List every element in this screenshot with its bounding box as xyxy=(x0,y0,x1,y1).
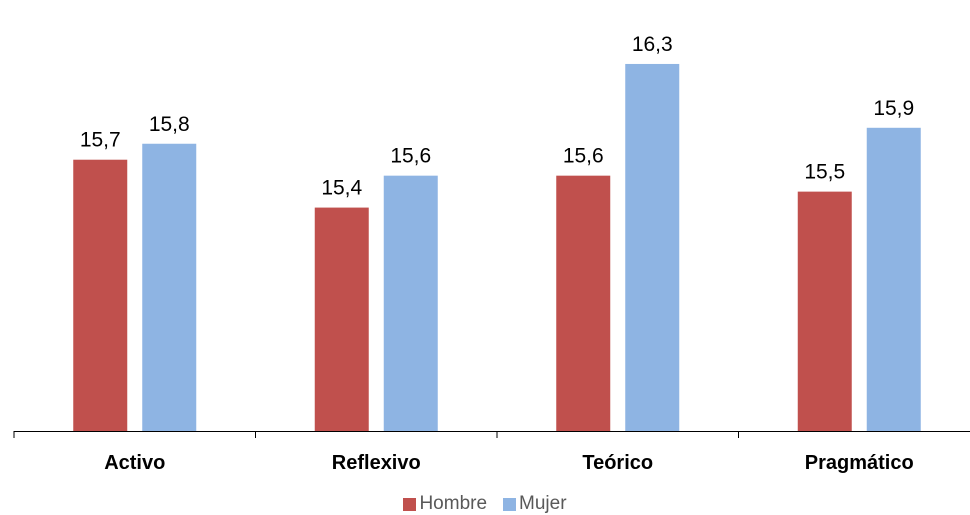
data-label-reflexivo-hombre: 15,4 xyxy=(321,177,362,200)
category-label: Activo xyxy=(104,452,165,474)
bar-pragmatico-hombre xyxy=(797,191,852,431)
legend: Hombre Mujer xyxy=(0,493,970,515)
data-label-pragmatico-mujer: 15,9 xyxy=(873,97,914,120)
legend-label-mujer: Mujer xyxy=(519,493,567,514)
bar-reflexivo-mujer xyxy=(383,175,438,431)
legend-label-hombre: Hombre xyxy=(419,493,488,514)
legend-item-hombre: Hombre xyxy=(403,493,487,515)
category-label: Teórico xyxy=(582,452,653,474)
bar-activo-hombre xyxy=(73,159,128,432)
data-label-pragmatico-hombre: 15,5 xyxy=(804,161,845,184)
data-label-activo-mujer: 15,8 xyxy=(149,113,190,136)
bar-reflexivo-hombre xyxy=(314,207,369,431)
legend-swatch-hombre xyxy=(403,497,417,511)
bar-teorico-mujer xyxy=(625,63,680,431)
category-label: Pragmático xyxy=(805,452,914,474)
data-label-teorico-mujer: 16,3 xyxy=(632,33,673,56)
bar-activo-mujer xyxy=(142,143,197,431)
legend-item-mujer: Mujer xyxy=(503,493,567,515)
category-label: Reflexivo xyxy=(332,452,421,474)
bar-teorico-hombre xyxy=(556,175,611,431)
legend-swatch-mujer xyxy=(503,497,517,511)
data-label-teorico-hombre: 15,6 xyxy=(563,145,604,168)
chart-plot-area: 15,7 15,8 15,4 15,6 15,6 16,3 15,5 15,9 Activo R… xyxy=(13,33,970,474)
data-label-reflexivo-mujer: 15,6 xyxy=(390,145,431,168)
data-label-activo-hombre: 15,7 xyxy=(80,129,121,152)
bar-pragmatico-mujer xyxy=(866,127,921,432)
